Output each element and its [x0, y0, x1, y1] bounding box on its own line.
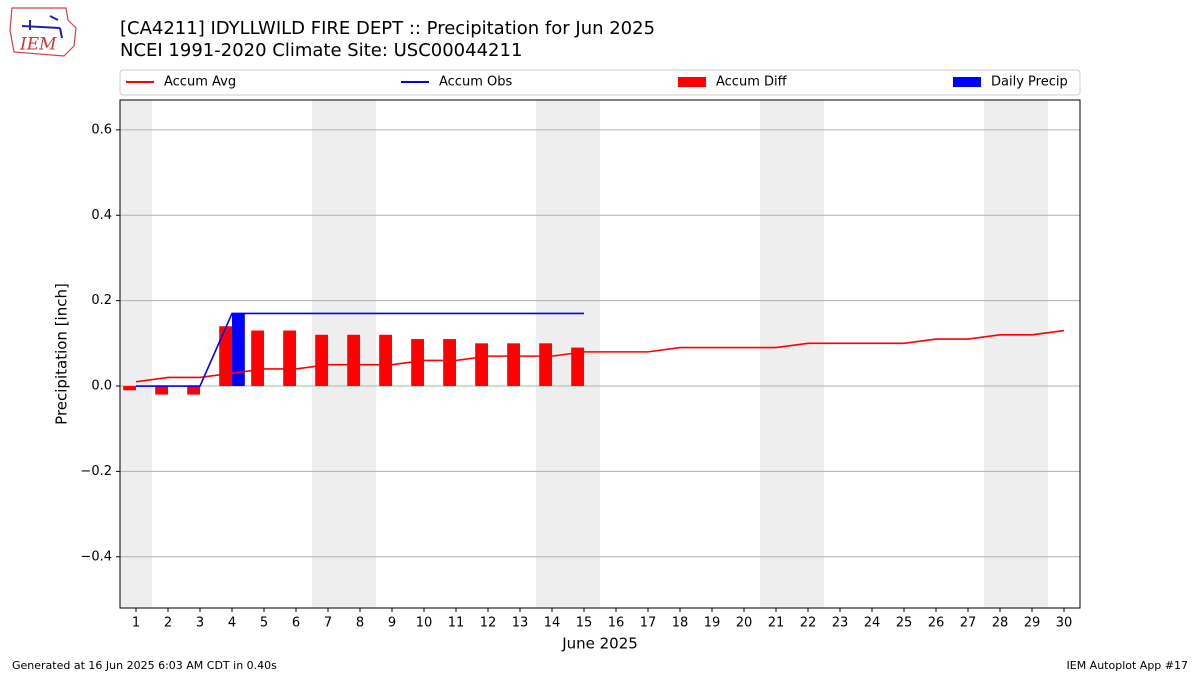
bar	[475, 343, 488, 387]
y-tick-label: −0.4	[80, 549, 112, 564]
y-tick-label: 0.0	[91, 379, 112, 394]
bar	[443, 339, 456, 387]
y-axis-label: Precipitation [inch]	[53, 283, 71, 425]
x-tick-label: 19	[704, 616, 721, 631]
bar	[379, 334, 392, 387]
bar	[251, 330, 264, 387]
footer-right: IEM Autoplot App #17	[1067, 659, 1189, 672]
bar	[219, 326, 232, 387]
x-tick-label: 16	[608, 616, 625, 631]
bar	[571, 347, 584, 387]
bar	[411, 339, 424, 387]
y-tick-label: 0.6	[91, 122, 112, 137]
weekend-shade	[120, 100, 152, 608]
logo-graphic	[21, 15, 63, 39]
x-tick-label: 10	[416, 616, 433, 631]
chart-title: [CA4211] IDYLLWILD FIRE DEPT :: Precipit…	[120, 18, 655, 39]
bar	[347, 334, 360, 387]
logo: IEM	[9, 7, 77, 57]
legend-swatch	[953, 77, 981, 87]
x-tick-label: 27	[960, 616, 977, 631]
x-tick-label: 23	[832, 616, 849, 631]
bar	[187, 386, 200, 395]
bar	[123, 386, 136, 391]
weekend-shade	[760, 100, 792, 608]
x-tick-label: 17	[640, 616, 657, 631]
x-tick-label: 12	[480, 616, 497, 631]
x-tick-label: 11	[448, 616, 465, 631]
series-line	[135, 329, 1065, 383]
x-tick-label: 5	[260, 616, 268, 631]
legend-label: Daily Precip	[991, 75, 1068, 90]
x-tick-label: 15	[576, 616, 593, 631]
x-tick-label: 14	[544, 616, 561, 631]
x-tick-label: 9	[388, 616, 396, 631]
x-axis-label: June 2025	[561, 635, 638, 653]
bar	[232, 313, 245, 387]
x-tick-label: 30	[1056, 616, 1073, 631]
x-tick-label: 18	[672, 616, 689, 631]
legend-label: Accum Diff	[716, 75, 788, 90]
y-tick-label: 0.2	[91, 293, 112, 308]
bar	[507, 343, 520, 387]
x-tick-label: 7	[324, 616, 332, 631]
legend-label: Accum Avg	[164, 75, 236, 90]
legend-swatch	[678, 77, 706, 87]
series-line	[136, 312, 584, 387]
weekend-shade	[792, 100, 824, 608]
x-tick-label: 29	[1024, 616, 1041, 631]
bar	[315, 334, 328, 387]
x-tick-label: 24	[864, 616, 881, 631]
logo-outline	[9, 7, 77, 57]
logo-text: IEM	[19, 35, 57, 55]
x-tick-label: 4	[228, 616, 236, 631]
x-tick-label: 13	[512, 616, 529, 631]
x-tick-label: 22	[800, 616, 817, 631]
x-tick-label: 2	[164, 616, 172, 631]
x-tick-label: 21	[768, 616, 785, 631]
legend-box	[119, 69, 1081, 96]
legend-label: Accum Obs	[439, 75, 512, 90]
bar	[539, 343, 552, 387]
x-tick-label: 1	[132, 616, 140, 631]
x-tick-label: 6	[292, 616, 300, 631]
x-tick-label: 25	[896, 616, 913, 631]
x-tick-label: 28	[992, 616, 1009, 631]
y-tick-label: 0.4	[91, 208, 112, 223]
bar	[155, 386, 168, 395]
bar	[283, 330, 296, 387]
x-tick-label: 20	[736, 616, 753, 631]
y-tick-label: −0.2	[80, 464, 112, 479]
weekend-shade	[1016, 100, 1048, 608]
x-tick-label: 8	[356, 616, 364, 631]
chart-subtitle: NCEI 1991-2020 Climate Site: USC00044211	[120, 40, 522, 61]
x-tick-label: 26	[928, 616, 945, 631]
footer-left: Generated at 16 Jun 2025 6:03 AM CDT in …	[12, 659, 277, 672]
weekend-shade	[984, 100, 1016, 608]
x-tick-label: 3	[196, 616, 204, 631]
plot-frame	[119, 99, 1081, 609]
